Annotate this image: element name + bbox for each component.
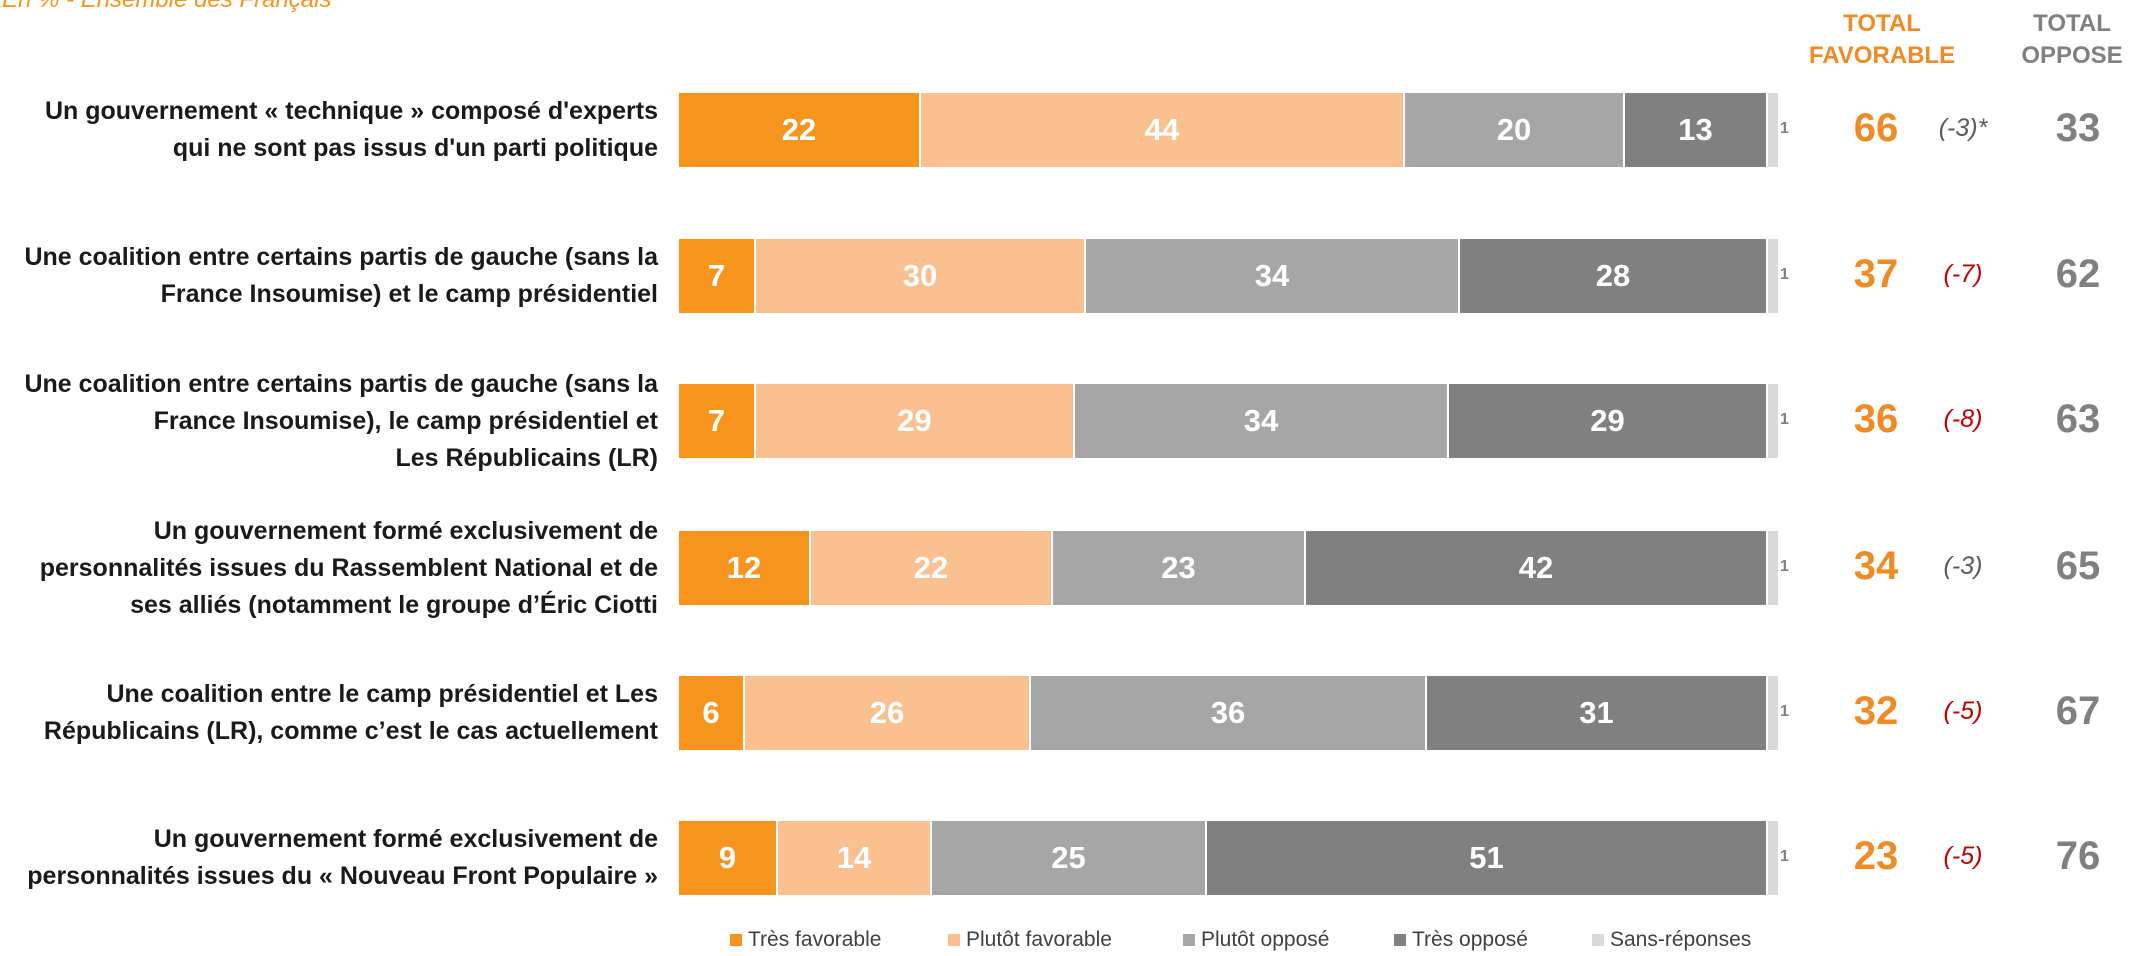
evolution-value: (-8) <box>1943 405 1983 433</box>
bar-segment-plutot-favorable: 26 <box>745 676 1031 750</box>
total-favorable-value: 66 <box>1853 106 1899 150</box>
sans-reponses-value: 1 <box>1780 266 1789 283</box>
legend-plutot-favorable: Plutôt favorable <box>948 928 1112 952</box>
legend-label: Sans-réponses <box>1610 928 1752 951</box>
row-label-text: Un gouvernement « technique » composé d'… <box>44 97 658 162</box>
sans-reponses-value: 1 <box>1780 411 1789 428</box>
bar-segment-tres-favorable: 12 <box>679 531 811 605</box>
bar-segment-tres-oppose: 42 <box>1306 531 1768 605</box>
bar-segment-sans-reponses <box>1768 676 1778 750</box>
row-label-text: Une coalition entre le camp présidentiel… <box>43 680 658 745</box>
legend-label: Très opposé <box>1412 928 1528 951</box>
row-label: Une coalition entre certains partis de g… <box>0 216 658 336</box>
sans-reponses-value: 1 <box>1780 848 1789 865</box>
evolution-value: (-5) <box>1943 697 1983 725</box>
bar-segment-tres-favorable: 9 <box>679 821 778 895</box>
chart-legend: Très favorable Plutôt favorable Plutôt opp… <box>0 928 2139 956</box>
bar-segment-plutot-favorable: 14 <box>778 821 932 895</box>
total-favorable-value: 23 <box>1853 834 1899 878</box>
bar-segment-sans-reponses <box>1768 821 1778 895</box>
legend-swatch <box>1183 934 1195 946</box>
bar-segment-tres-favorable: 7 <box>679 384 756 458</box>
evolution-value: (-5) <box>1943 842 1983 870</box>
bar-segment-plutot-oppose: 36 <box>1031 676 1427 750</box>
row-label: Un gouvernement formé exclusivement de p… <box>0 508 658 628</box>
legend-sans-reponses: Sans-réponses <box>1592 928 1751 952</box>
total-oppose-value: 67 <box>2055 689 2101 733</box>
bar-segment-plutot-favorable: 30 <box>756 239 1086 313</box>
total-oppose-value: 63 <box>2055 397 2101 441</box>
bar-segment-tres-favorable: 22 <box>679 93 921 167</box>
total-oppose-header-line2: OPPOSE <box>2021 42 2123 69</box>
bar-segment-plutot-favorable: 22 <box>811 531 1053 605</box>
legend-label: Plutôt opposé <box>1201 928 1330 951</box>
legend-swatch <box>1394 934 1406 946</box>
total-favorable-header-line1: TOTAL <box>1843 10 1921 37</box>
bar-segment-plutot-favorable: 44 <box>921 93 1405 167</box>
bar-segment-plutot-favorable: 29 <box>756 384 1075 458</box>
bar-segment-sans-reponses <box>1768 531 1778 605</box>
total-oppose-value: 33 <box>2055 106 2101 150</box>
total-oppose-header-line1: TOTAL <box>2033 10 2111 37</box>
total-favorable-header: TOTAL FAVORABLE <box>1787 8 1977 72</box>
legend-plutot-oppose: Plutôt opposé <box>1183 928 1329 952</box>
sans-reponses-value: 1 <box>1780 120 1789 137</box>
bar-segment-tres-oppose: 28 <box>1460 239 1768 313</box>
bar-segment-plutot-oppose: 25 <box>932 821 1207 895</box>
bar-segment-plutot-oppose: 23 <box>1053 531 1306 605</box>
legend-tres-oppose: Très opposé <box>1394 928 1528 952</box>
total-oppose-value: 65 <box>2055 544 2101 588</box>
bar-segment-sans-reponses <box>1768 93 1778 167</box>
row-label-text: Un gouvernement formé exclusivement de p… <box>39 516 658 619</box>
stacked-bar-chart: Un gouvernement « technique » composé d'… <box>0 70 2101 895</box>
total-favorable-value: 36 <box>1853 397 1899 441</box>
bar-segment-tres-oppose: 13 <box>1625 93 1768 167</box>
legend-swatch <box>948 934 960 946</box>
legend-swatch <box>730 934 742 946</box>
bar-segment-tres-oppose: 31 <box>1427 676 1768 750</box>
bar-segment-sans-reponses <box>1768 239 1778 313</box>
row-label: Un gouvernement « technique » composé d'… <box>0 70 658 190</box>
row-label: Un gouvernement formé exclusivement de p… <box>0 798 658 918</box>
sans-reponses-value: 1 <box>1780 703 1789 720</box>
bar-segment-sans-reponses <box>1768 384 1778 458</box>
legend-swatch <box>1592 934 1604 946</box>
bar-segment-tres-favorable: 6 <box>679 676 745 750</box>
bar-segment-plutot-oppose: 34 <box>1075 384 1449 458</box>
row-label-text: Une coalition entre certains partis de g… <box>24 243 658 308</box>
evolution-value: (-3) <box>1943 552 1983 580</box>
sans-reponses-value: 1 <box>1780 558 1789 575</box>
row-label-text: Une coalition entre certains partis de g… <box>24 369 658 472</box>
row-label: Une coalition entre certains partis de g… <box>0 361 658 481</box>
bar-segment-plutot-oppose: 34 <box>1086 239 1460 313</box>
total-oppose-header: TOTAL OPPOSE <box>1987 8 2139 72</box>
evolution-value: (-7) <box>1943 260 1983 288</box>
legend-label: Plutôt favorable <box>966 928 1112 951</box>
total-favorable-header-line2: FAVORABLE <box>1808 42 1956 69</box>
bar-segment-tres-oppose: 51 <box>1207 821 1768 895</box>
evolution-value: (-3)* <box>1938 114 1988 142</box>
total-favorable-value: 34 <box>1853 544 1899 588</box>
legend-label: Très favorable <box>748 928 882 951</box>
total-favorable-value: 37 <box>1853 252 1899 296</box>
bar-segment-plutot-oppose: 20 <box>1405 93 1625 167</box>
bar-segment-tres-favorable: 7 <box>679 239 756 313</box>
row-label-text: Un gouvernement formé exclusivement de p… <box>27 825 658 890</box>
bar-segment-tres-oppose: 29 <box>1449 384 1768 458</box>
row-label: Une coalition entre le camp présidentiel… <box>0 653 658 773</box>
chart-subtitle: En % - Ensemble des Français <box>2 0 331 14</box>
total-oppose-value: 62 <box>2055 252 2101 296</box>
total-oppose-value: 76 <box>2055 834 2101 878</box>
total-favorable-value: 32 <box>1853 689 1899 733</box>
legend-tres-favorable: Très favorable <box>730 928 881 952</box>
